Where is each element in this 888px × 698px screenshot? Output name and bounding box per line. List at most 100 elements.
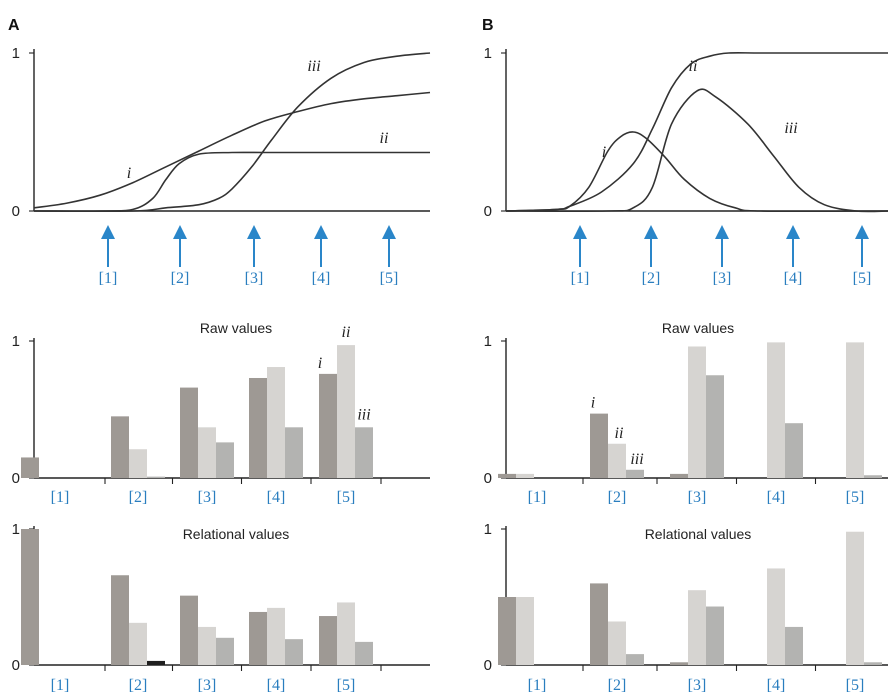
y-tick-label: 1 xyxy=(484,45,492,62)
bar-iii xyxy=(147,476,165,478)
bar-iii xyxy=(706,606,724,665)
bar-i xyxy=(319,616,337,665)
bar-iii xyxy=(355,427,373,478)
bar-iii xyxy=(864,662,882,665)
category-label: [3] xyxy=(688,489,707,506)
y-tick-label: 0 xyxy=(12,657,20,674)
curve-label-ii: ii xyxy=(689,58,698,75)
arrow-head xyxy=(786,225,800,239)
curve-iii xyxy=(505,88,888,213)
arrow-label: [3] xyxy=(245,270,264,287)
bar-iii xyxy=(285,639,303,665)
bar-i xyxy=(249,611,267,665)
y-tick-label: 1 xyxy=(12,45,20,62)
chart-title: Raw values xyxy=(200,320,272,336)
panel-label-b: B xyxy=(482,17,494,34)
bar-ii xyxy=(267,367,285,478)
bar-i xyxy=(319,373,337,478)
category-label: [2] xyxy=(129,489,148,506)
category-label: [3] xyxy=(688,677,707,694)
category-label: [3] xyxy=(198,677,217,694)
bar-i xyxy=(111,416,129,478)
category-label: [2] xyxy=(129,677,148,694)
arrow-head xyxy=(644,225,658,239)
arrow-label: [4] xyxy=(312,270,331,287)
category-label: [2] xyxy=(608,677,627,694)
bar-ii xyxy=(337,345,355,478)
curve-label-iii: iii xyxy=(784,120,797,137)
bar-i xyxy=(111,575,129,665)
bar-ii xyxy=(688,590,706,665)
curve-i xyxy=(33,91,431,209)
arrow-head xyxy=(715,225,729,239)
bar-ii xyxy=(688,346,706,478)
bar-ii xyxy=(129,449,147,478)
category-label: [1] xyxy=(51,677,70,694)
arrow-head xyxy=(314,225,328,239)
bar-ii xyxy=(608,443,626,478)
bar-i xyxy=(498,597,516,665)
bar-iii xyxy=(785,423,803,478)
bar-ii xyxy=(516,597,534,665)
arrow-head xyxy=(247,225,261,239)
bar-i xyxy=(249,377,267,478)
y-tick-label: 0 xyxy=(484,657,492,674)
bar-iii xyxy=(785,626,803,665)
bar-ii xyxy=(846,531,864,665)
curve-label-i: i xyxy=(602,144,606,161)
category-label: [1] xyxy=(51,489,70,506)
bar-label-i: i xyxy=(318,355,322,372)
bar-ii xyxy=(767,568,785,665)
arrow-head xyxy=(573,225,587,239)
bar-ii xyxy=(337,602,355,665)
arrow-head xyxy=(173,225,187,239)
y-tick-label: 1 xyxy=(12,521,20,538)
bar-ii xyxy=(608,621,626,665)
y-tick-label: 0 xyxy=(12,470,20,487)
bar-iii xyxy=(285,427,303,478)
category-label: [5] xyxy=(337,489,356,506)
curve-i xyxy=(505,131,888,213)
y-tick-label: 1 xyxy=(484,521,492,538)
bar-label-iii: iii xyxy=(630,451,643,468)
bar-ii xyxy=(516,473,534,478)
arrow-label: [2] xyxy=(171,270,190,287)
bar-i xyxy=(21,529,39,665)
y-tick-label: 0 xyxy=(484,470,492,487)
bar-i xyxy=(590,583,608,665)
curve-label-iii: iii xyxy=(307,58,320,75)
arrow-head xyxy=(101,225,115,239)
bar-i xyxy=(498,473,516,478)
arrow-head xyxy=(855,225,869,239)
bar-ii xyxy=(767,342,785,478)
bar-ii xyxy=(846,342,864,478)
curve-label-ii: ii xyxy=(380,130,389,147)
arrow-label: [3] xyxy=(713,270,732,287)
y-tick-label: 0 xyxy=(12,203,20,220)
category-label: [5] xyxy=(846,489,865,506)
bar-i xyxy=(21,457,39,478)
bar-i xyxy=(670,662,688,665)
category-label: [5] xyxy=(846,677,865,694)
bar-iii xyxy=(626,469,644,478)
panel-label-a: A xyxy=(8,17,20,34)
bar-iii xyxy=(864,475,882,478)
category-label: [4] xyxy=(267,677,286,694)
bar-i xyxy=(670,473,688,478)
bar-label-iii: iii xyxy=(357,406,370,423)
bar-i xyxy=(180,595,198,665)
bar-iii xyxy=(147,660,165,665)
chart-title: Relational values xyxy=(645,526,752,542)
category-label: [4] xyxy=(767,489,786,506)
bar-label-i: i xyxy=(591,395,595,412)
bar-ii xyxy=(198,427,216,478)
arrow-label: [1] xyxy=(571,270,590,287)
bar-iii xyxy=(706,375,724,478)
arrow-label: [1] xyxy=(99,270,118,287)
category-label: [4] xyxy=(267,489,286,506)
bar-i xyxy=(180,387,198,478)
bar-ii xyxy=(198,626,216,665)
bar-iii xyxy=(355,641,373,665)
